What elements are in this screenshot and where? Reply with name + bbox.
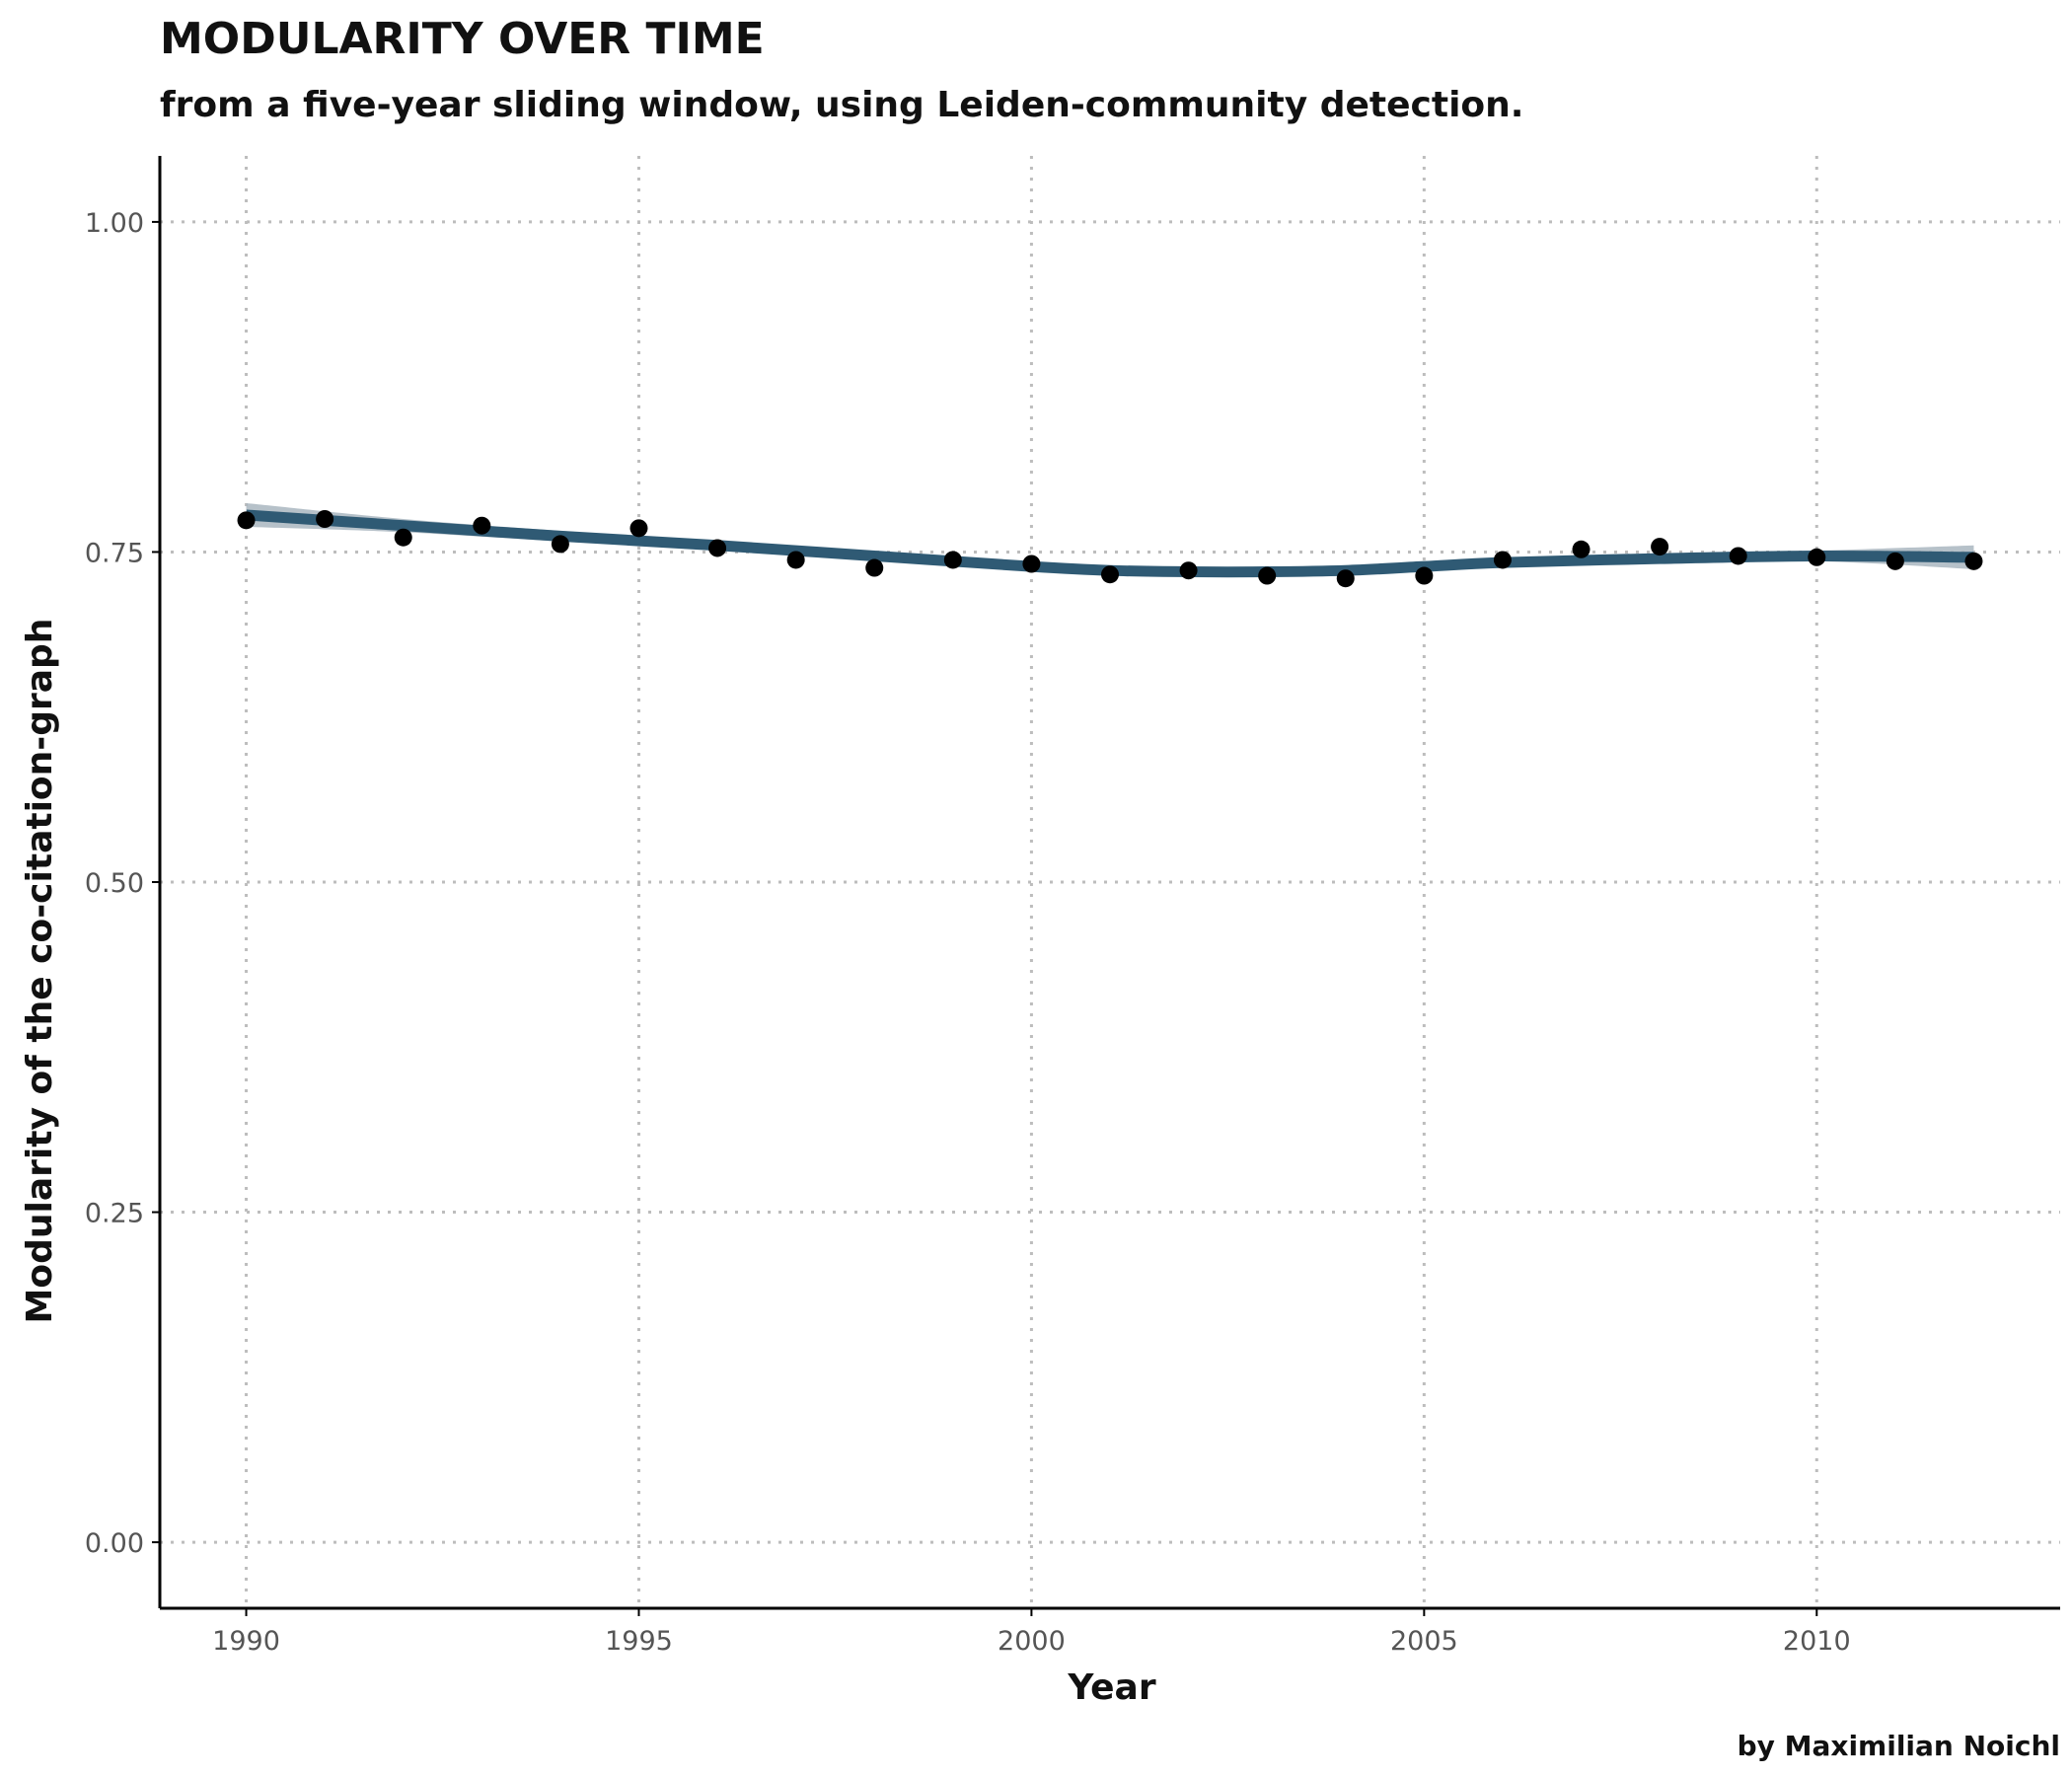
data-point-1993 — [473, 516, 491, 535]
y-tick-label-3: 0.75 — [85, 538, 144, 568]
data-point-2010 — [1808, 548, 1826, 566]
chart-title: MODULARITY OVER TIME — [160, 14, 765, 64]
grid-lines — [160, 156, 2060, 1608]
chart-subtitle: from a five-year sliding window, using L… — [160, 85, 1524, 125]
x-axis-title: Year — [1067, 1667, 1155, 1708]
x-tick-label-2005: 2005 — [1390, 1626, 1458, 1657]
data-point-2012 — [1964, 552, 1983, 570]
y-tick-label-0: 0.00 — [85, 1528, 144, 1559]
x-tick-label-2000: 2000 — [998, 1626, 1066, 1657]
data-point-2004 — [1336, 569, 1355, 588]
data-point-2005 — [1415, 566, 1434, 585]
data-point-1997 — [786, 551, 805, 569]
x-tick-label-1990: 1990 — [212, 1626, 280, 1657]
data-point-2000 — [1022, 555, 1041, 573]
data-point-2007 — [1572, 540, 1591, 558]
data-point-2006 — [1493, 551, 1512, 569]
chart-caption: by Maximilian Noichl — [1737, 1730, 2060, 1762]
data-point-1990 — [237, 511, 256, 530]
y-axis-title: Modularity of the co-citation-graph — [20, 619, 60, 1324]
data-point-1991 — [316, 510, 334, 528]
x-tick-label-2010: 2010 — [1783, 1626, 1851, 1657]
data-point-2009 — [1729, 547, 1747, 565]
data-point-1994 — [551, 535, 569, 554]
data-point-2008 — [1651, 538, 1669, 556]
tick-labels: 1990 1995 2000 2005 2010 0.00 0.25 0.50 0.75 1.00 — [85, 208, 1851, 1657]
data-point-1995 — [629, 519, 648, 538]
y-tick-label-4: 1.00 — [85, 208, 144, 239]
data-points-layer — [237, 510, 1983, 588]
data-point-1992 — [394, 528, 412, 547]
data-point-1999 — [943, 551, 962, 569]
data-point-2001 — [1101, 565, 1119, 584]
smooth-line-layer — [246, 509, 1974, 578]
y-tick-label-2: 0.50 — [85, 868, 144, 899]
data-point-2011 — [1886, 552, 1904, 570]
smooth-trend-line — [246, 509, 1974, 578]
data-point-1996 — [708, 539, 727, 557]
axes — [152, 156, 2060, 1616]
data-point-2002 — [1179, 561, 1198, 580]
data-point-2003 — [1258, 566, 1277, 585]
confidence-band — [246, 502, 1974, 576]
y-tick-label-1: 0.25 — [85, 1199, 144, 1229]
confidence-band-layer — [246, 502, 1974, 576]
x-tick-label-1995: 1995 — [605, 1626, 673, 1657]
data-point-1998 — [865, 558, 884, 577]
